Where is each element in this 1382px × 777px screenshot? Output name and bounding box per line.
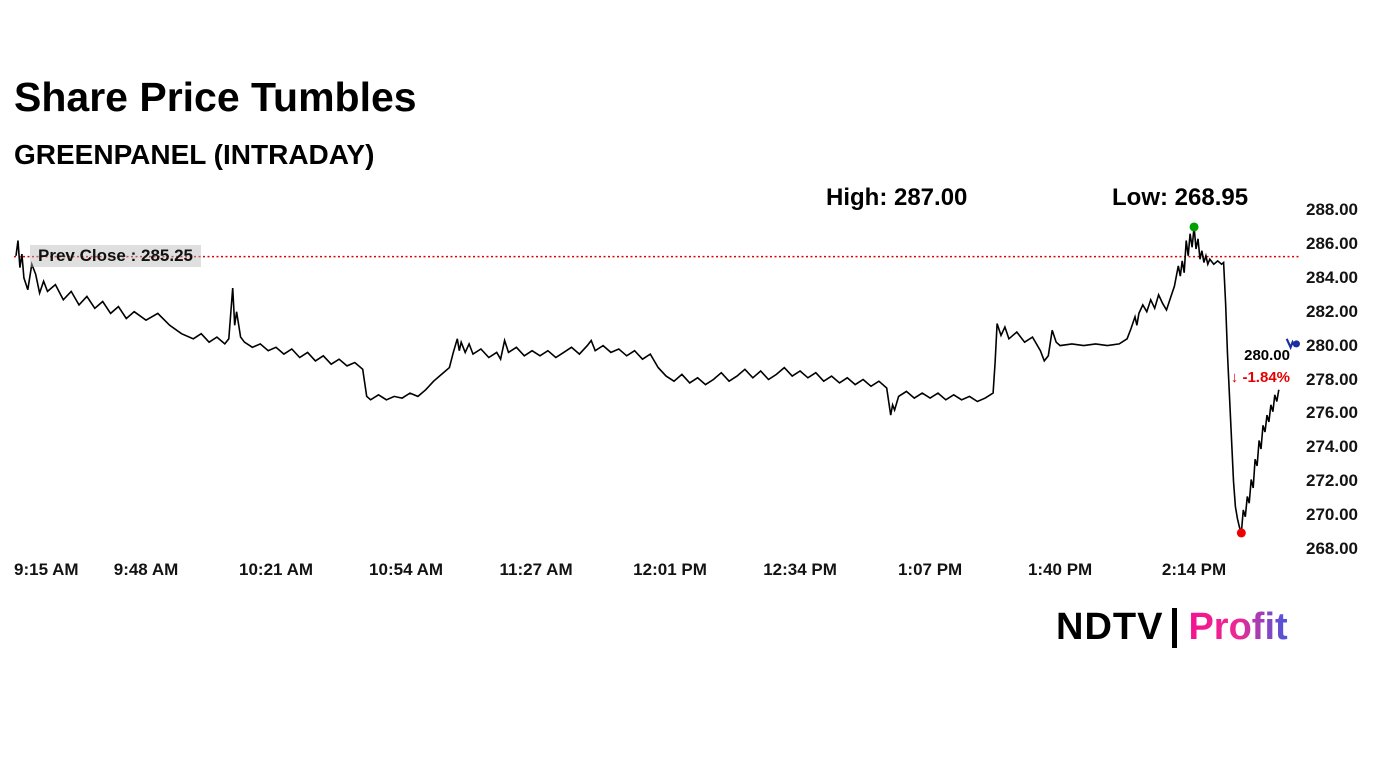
prev-close-label: Prev Close : 285.25 <box>30 245 201 267</box>
y-tick-label: 268.00 <box>1306 539 1358 558</box>
y-tick-label: 288.00 <box>1306 200 1358 219</box>
y-tick-label: 270.00 <box>1306 505 1358 525</box>
down-arrow-icon: ↓ <box>1230 369 1239 386</box>
x-tick-label: 1:07 PM <box>897 560 963 579</box>
high-marker <box>1189 222 1199 232</box>
change-value: -1.84% <box>1242 369 1290 386</box>
y-tick-label: 286.00 <box>1306 233 1358 253</box>
x-tick-label: 2:14 PM <box>1161 560 1227 579</box>
x-tick-label: 9:48 AM <box>113 560 179 579</box>
chart-subtitle: GREENPANEL (INTRADAY) <box>14 139 375 170</box>
y-tick-label: 278.00 <box>1306 369 1358 389</box>
x-tick-label: 12:34 PM <box>763 560 837 579</box>
last-price-label: 280.00 <box>1244 347 1290 364</box>
price-line <box>15 226 1280 534</box>
last-price-marker <box>1293 340 1300 348</box>
y-tick-label: 280.00 <box>1306 335 1358 355</box>
change-label: ↓ -1.84% <box>1198 369 1290 386</box>
high-annotation: High: 287.00 <box>826 184 968 211</box>
y-tick-label: 276.00 <box>1306 403 1358 423</box>
ndtv-logo-text: NDTV <box>1056 606 1164 648</box>
y-tick-label: 284.00 <box>1306 267 1358 287</box>
page-title: Share Price Tumbles <box>14 74 417 120</box>
low-annotation: Low: 268.95 <box>1112 184 1249 211</box>
y-tick-label: 282.00 <box>1306 301 1358 321</box>
y-tick-label: 272.00 <box>1306 471 1358 491</box>
x-tick-label: 12:01 PM <box>633 560 707 579</box>
low-marker <box>1236 528 1246 538</box>
x-tick-label: 9:15 AM <box>14 560 79 579</box>
x-tick-label: 11:27 AM <box>499 560 573 579</box>
brand-logo: NDTV Profit <box>1056 606 1288 649</box>
x-tick-label: 10:21 AM <box>239 560 314 579</box>
profit-logo-text: Profit <box>1188 606 1288 648</box>
y-tick-label: 274.00 <box>1306 437 1358 457</box>
brand-separator <box>1172 607 1178 648</box>
x-tick-label: 1:40 PM <box>1027 560 1093 579</box>
x-tick-label: 10:54 AM <box>369 560 444 579</box>
